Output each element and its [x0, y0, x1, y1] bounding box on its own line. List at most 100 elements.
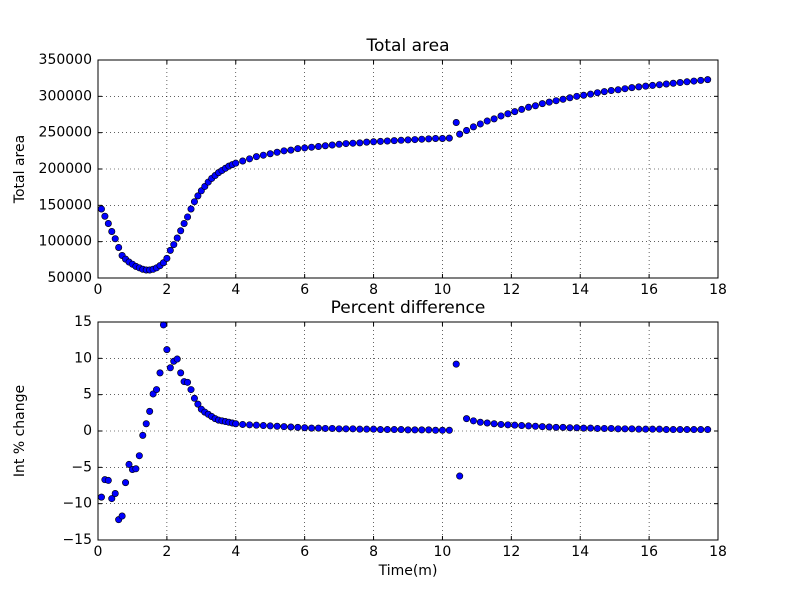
data-point — [538, 423, 546, 431]
data-point — [704, 426, 712, 434]
data-point — [383, 426, 391, 434]
data-point — [252, 153, 260, 161]
data-point — [246, 421, 254, 429]
data-point — [321, 142, 329, 150]
y-tick-label: −5 — [71, 459, 92, 475]
data-point — [469, 417, 477, 425]
y-tick-label: 10 — [74, 350, 92, 366]
data-point — [273, 148, 281, 156]
data-point — [139, 431, 147, 439]
data-point — [404, 136, 412, 144]
data-point — [593, 424, 601, 432]
data-point — [187, 386, 195, 394]
y-tick-label: 300000 — [39, 88, 92, 104]
data-point — [301, 144, 309, 152]
data-point — [662, 426, 670, 434]
data-point — [545, 98, 553, 106]
data-point — [363, 138, 371, 146]
data-point — [683, 78, 691, 86]
data-point — [335, 140, 343, 148]
data-point — [122, 479, 130, 487]
data-point — [239, 420, 247, 428]
data-point — [525, 422, 533, 430]
data-point — [445, 134, 453, 142]
data-point — [104, 220, 112, 228]
data-point — [418, 426, 426, 434]
data-point — [676, 79, 684, 87]
data-point — [321, 424, 329, 432]
data-point — [163, 346, 171, 354]
data-point — [376, 137, 384, 145]
data-point — [170, 241, 178, 249]
data-point — [356, 425, 364, 433]
data-point — [370, 425, 378, 433]
data-point — [463, 126, 471, 134]
data-point — [301, 424, 309, 432]
data-point — [146, 407, 154, 415]
data-point — [628, 425, 636, 433]
data-point — [177, 369, 185, 377]
data-point — [294, 423, 302, 431]
data-point — [132, 465, 140, 473]
data-point — [452, 360, 460, 368]
data-point — [463, 415, 471, 423]
data-point — [476, 418, 484, 426]
data-point — [621, 425, 629, 433]
data-point — [280, 147, 288, 155]
data-point — [259, 422, 267, 430]
x-tick-label: 0 — [94, 282, 103, 298]
data-point — [194, 192, 202, 200]
data-point — [97, 205, 105, 213]
data-point — [635, 425, 643, 433]
data-point — [163, 254, 171, 262]
data-point — [266, 150, 274, 158]
data-point — [356, 139, 364, 147]
y-tick-label: 15 — [74, 314, 92, 330]
y-tick-label: 50000 — [47, 270, 92, 286]
data-point — [504, 421, 512, 429]
data-point — [483, 117, 491, 125]
data-point — [518, 422, 526, 430]
data-point — [600, 88, 608, 96]
data-point — [697, 426, 705, 434]
data-point — [531, 422, 539, 430]
data-point — [259, 151, 267, 159]
data-point — [108, 227, 116, 235]
data-point — [552, 423, 560, 431]
data-point — [476, 120, 484, 128]
data-point — [328, 141, 336, 149]
data-point — [676, 426, 684, 434]
data-point — [383, 137, 391, 145]
y-tick-label: 150000 — [39, 197, 92, 213]
data-point — [370, 138, 378, 146]
data-point — [246, 155, 254, 163]
data-point — [655, 425, 663, 433]
data-point — [376, 426, 384, 434]
data-point — [511, 108, 519, 116]
data-point — [142, 420, 150, 428]
data-point — [538, 100, 546, 108]
data-point — [390, 426, 398, 434]
x-tick-label: 6 — [300, 282, 309, 298]
data-point — [649, 425, 657, 433]
data-point — [108, 495, 116, 503]
y-tick-label: 0 — [83, 423, 92, 439]
data-point — [697, 76, 705, 84]
data-point — [397, 426, 405, 434]
y-tick-label: −10 — [62, 496, 92, 512]
x-tick-label: 10 — [434, 544, 452, 560]
data-point — [111, 489, 119, 497]
data-point — [490, 420, 498, 428]
data-point — [308, 424, 316, 432]
x-tick-label: 2 — [162, 544, 171, 560]
data-point — [425, 135, 433, 143]
data-point — [593, 89, 601, 97]
data-point — [649, 81, 657, 89]
data-point — [111, 235, 119, 243]
data-point — [642, 425, 650, 433]
data-point — [287, 146, 295, 154]
x-tick-label: 4 — [231, 544, 240, 560]
data-point — [425, 426, 433, 434]
data-point — [180, 220, 188, 228]
data-point — [566, 424, 574, 432]
